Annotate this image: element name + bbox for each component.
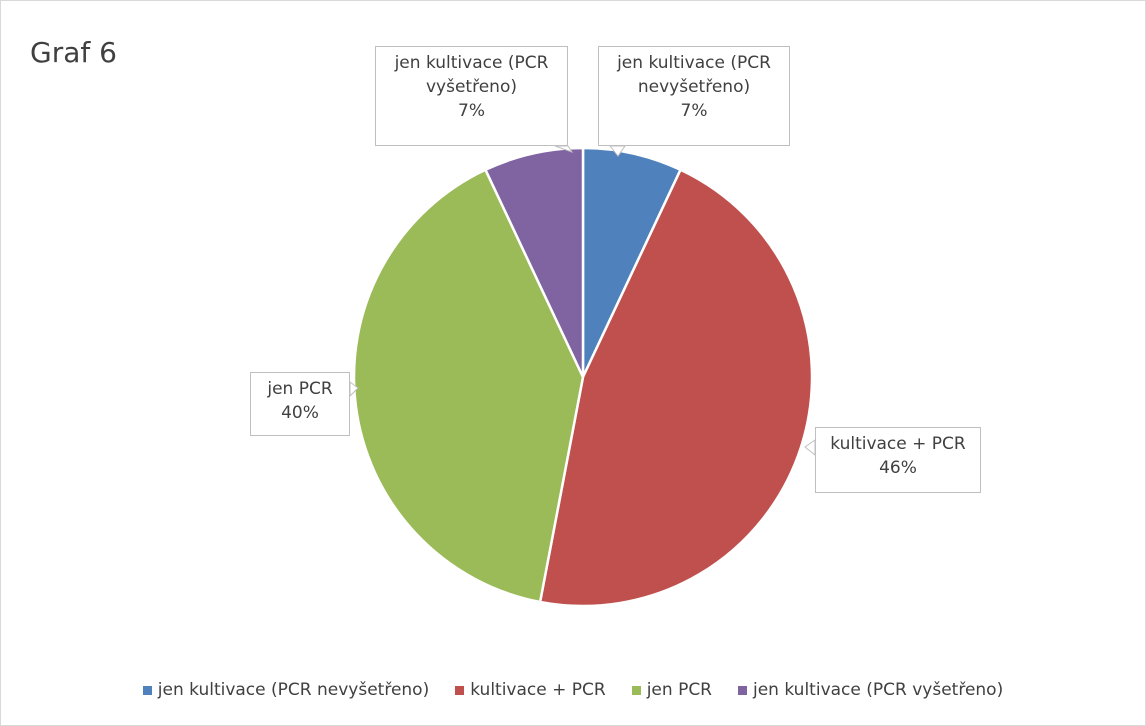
data-label-category: kultivace + PCR bbox=[830, 434, 966, 454]
pie-slice bbox=[538, 168, 814, 608]
data-label-category: jen PCR bbox=[267, 379, 333, 399]
legend-swatch bbox=[455, 685, 465, 695]
pie-slice bbox=[483, 146, 585, 378]
data-label-value: 7% bbox=[458, 101, 485, 121]
legend-swatch bbox=[738, 685, 747, 695]
legend-item: jen PCR bbox=[631, 680, 712, 700]
data-label: jen PCR 40% bbox=[250, 372, 350, 436]
data-label-category: jen kultivace (PCR vyšetřeno) bbox=[394, 53, 549, 97]
data-label-value: 40% bbox=[281, 403, 319, 423]
legend-swatch bbox=[631, 685, 641, 695]
data-label-value: 7% bbox=[680, 101, 708, 121]
legend-label: jen kultivace (PCR vyšetřeno) bbox=[753, 680, 1004, 700]
pie-slice bbox=[352, 168, 585, 604]
data-label-category: jen kultivace (PCR nevyšetřeno) bbox=[617, 53, 771, 97]
callout-pointer bbox=[554, 145, 574, 153]
legend-item: kultivace + PCR bbox=[455, 680, 606, 700]
legend-item: jen kultivace (PCR nevyšetřeno) bbox=[142, 680, 430, 700]
callout-pointer bbox=[804, 439, 816, 457]
callout-pointer bbox=[349, 381, 359, 398]
data-label: jen kultivace (PCR vyšetřeno) 7% bbox=[375, 46, 568, 146]
data-label-value: 46% bbox=[879, 458, 917, 478]
legend-label: jen kultivace (PCR nevyšetřeno) bbox=[157, 680, 430, 700]
chart-title: Graf 6 bbox=[30, 36, 117, 69]
legend-item: jen kultivace (PCR vyšetřeno) bbox=[738, 680, 1003, 700]
legend-label: kultivace + PCR bbox=[470, 680, 606, 700]
legend-swatch bbox=[142, 685, 152, 695]
callout-pointer bbox=[608, 145, 626, 157]
data-label: jen kultivace (PCR nevyšetřeno) 7% bbox=[598, 46, 790, 146]
data-label: kultivace + PCR 46% bbox=[815, 427, 981, 493]
legend: jen kultivace (PCR nevyšetřeno) kultivace… bbox=[0, 680, 1146, 700]
legend-label: jen PCR bbox=[646, 680, 712, 700]
